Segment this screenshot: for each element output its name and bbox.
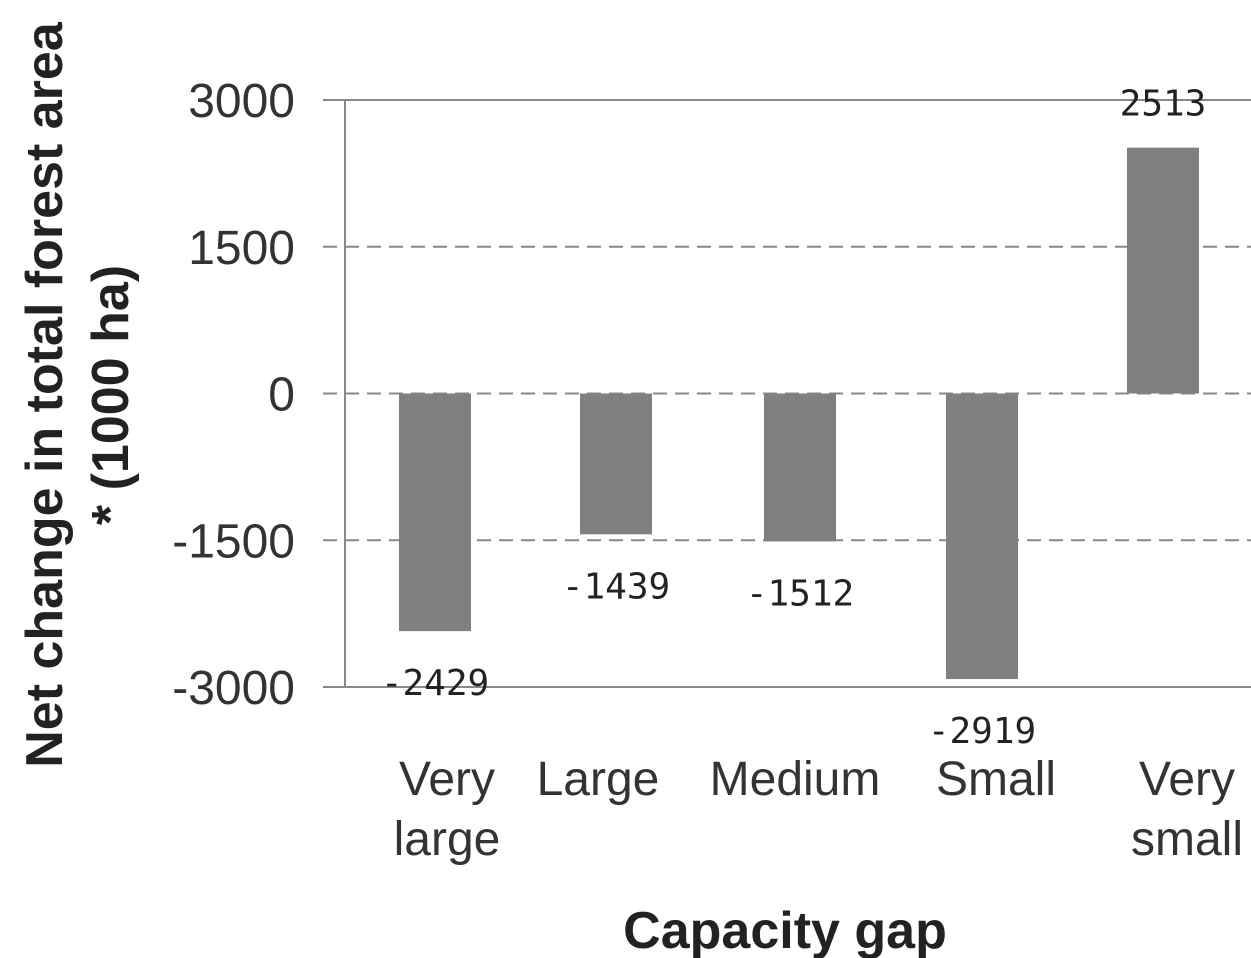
- y-tick-label: -3000: [172, 662, 295, 715]
- y-tick-label: 1500: [188, 222, 295, 275]
- data-label: 2513: [1120, 84, 1207, 125]
- y-axis-title-line2: * (1000 ha): [82, 265, 140, 525]
- bar: [580, 393, 652, 535]
- y-tick-label: 3000: [188, 75, 295, 128]
- bar: [946, 393, 1018, 680]
- data-label: -2429: [381, 663, 489, 704]
- bar: [764, 393, 836, 542]
- category-label: Large: [537, 753, 660, 806]
- bar: [399, 393, 471, 632]
- data-label: -1512: [746, 573, 854, 614]
- data-label: -2919: [928, 711, 1036, 752]
- category-label: Very small: [1131, 753, 1243, 866]
- y-tick-label: -1500: [172, 515, 295, 568]
- category-label: Medium: [710, 753, 881, 806]
- y-tick-labels: 3000 1500 0 -1500 -3000: [172, 75, 295, 715]
- x-axis-title: Capacity gap: [623, 902, 947, 958]
- y-tick-label: 0: [268, 369, 295, 422]
- category-labels: Very large Large Medium Small Very small: [394, 753, 1243, 866]
- bar: [1127, 147, 1199, 394]
- data-labels: -2429 -1439 -1512 -2919 2513: [381, 84, 1207, 752]
- category-label: Very large: [394, 753, 501, 866]
- y-axis-title-line1: Net change in total forest area: [16, 21, 74, 768]
- bars: [399, 147, 1199, 680]
- data-label: -1439: [562, 566, 670, 607]
- category-label: Small: [936, 753, 1056, 806]
